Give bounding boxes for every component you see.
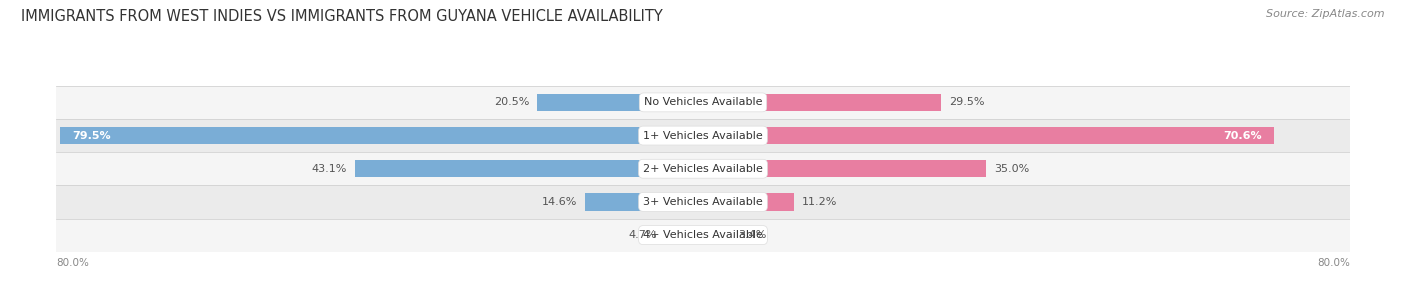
Text: 14.6%: 14.6% [541, 197, 576, 207]
Text: 11.2%: 11.2% [801, 197, 837, 207]
Bar [585, 193, 703, 210]
Bar [56, 219, 1350, 252]
Bar [665, 227, 703, 244]
Text: Source: ZipAtlas.com: Source: ZipAtlas.com [1267, 9, 1385, 19]
Bar [703, 193, 793, 210]
Bar [703, 227, 731, 244]
Bar [703, 127, 1274, 144]
Text: 3.4%: 3.4% [738, 230, 766, 240]
Bar [703, 94, 942, 111]
Bar [703, 160, 986, 177]
Bar [56, 152, 1350, 185]
Bar [56, 86, 1350, 119]
Bar [354, 160, 703, 177]
Text: 4+ Vehicles Available: 4+ Vehicles Available [643, 230, 763, 240]
Text: 35.0%: 35.0% [994, 164, 1029, 174]
Text: 3+ Vehicles Available: 3+ Vehicles Available [643, 197, 763, 207]
Bar [537, 94, 703, 111]
Text: 29.5%: 29.5% [949, 98, 986, 107]
Text: 20.5%: 20.5% [494, 98, 529, 107]
Text: 79.5%: 79.5% [73, 131, 111, 140]
Text: 43.1%: 43.1% [311, 164, 346, 174]
Text: 4.7%: 4.7% [628, 230, 657, 240]
Bar [56, 119, 1350, 152]
Bar [56, 185, 1350, 219]
Text: 1+ Vehicles Available: 1+ Vehicles Available [643, 131, 763, 140]
Text: 70.6%: 70.6% [1223, 131, 1261, 140]
Text: 80.0%: 80.0% [1317, 258, 1350, 268]
Text: No Vehicles Available: No Vehicles Available [644, 98, 762, 107]
Text: 2+ Vehicles Available: 2+ Vehicles Available [643, 164, 763, 174]
Text: IMMIGRANTS FROM WEST INDIES VS IMMIGRANTS FROM GUYANA VEHICLE AVAILABILITY: IMMIGRANTS FROM WEST INDIES VS IMMIGRANT… [21, 9, 662, 23]
Bar [60, 127, 703, 144]
Text: 80.0%: 80.0% [56, 258, 89, 268]
